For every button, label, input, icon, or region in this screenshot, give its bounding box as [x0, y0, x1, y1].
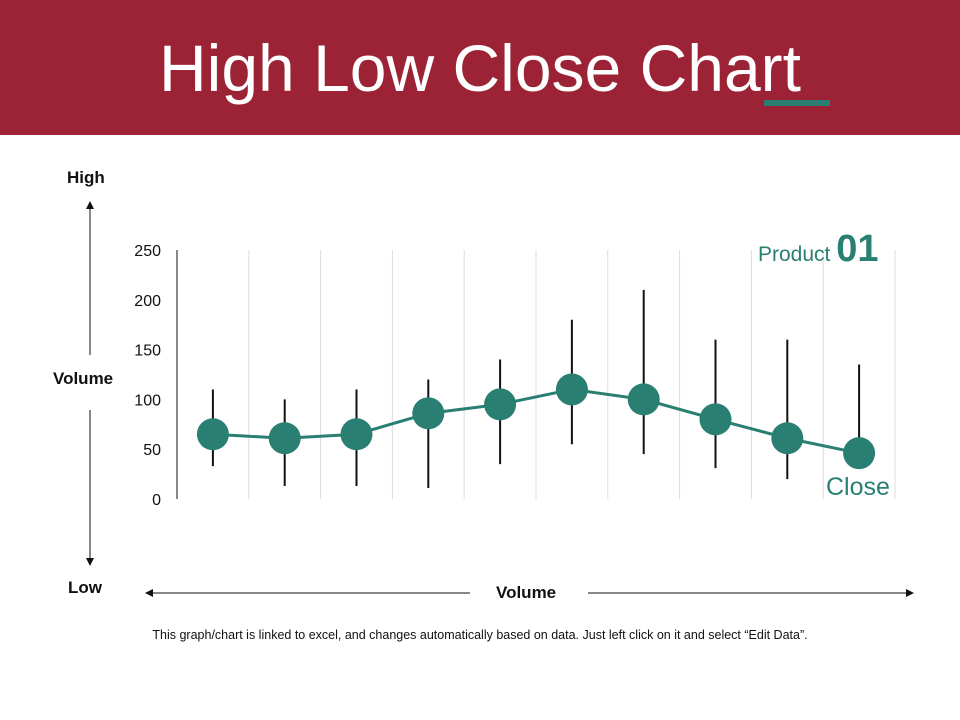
- high-label: High: [67, 168, 105, 187]
- close-series-line: [212, 387, 860, 455]
- close-point: [484, 388, 517, 421]
- product-label: Product 01: [758, 228, 879, 271]
- y-tick-label: 150: [134, 343, 161, 360]
- y-tick-label: 200: [134, 293, 161, 310]
- volume-horizontal-label: Volume: [496, 583, 557, 602]
- close-points: [196, 373, 876, 470]
- close-point: [340, 418, 373, 451]
- close-point: [268, 422, 301, 455]
- page-title: High Low Close Chart: [159, 31, 801, 105]
- close-point: [699, 403, 732, 436]
- title-banner: High Low Close Chart: [0, 0, 960, 135]
- close-point: [843, 437, 876, 470]
- y-tick-label: 100: [134, 392, 161, 409]
- y-tick-label: 0: [152, 492, 161, 509]
- axis-arrows: [86, 201, 914, 597]
- low-label: Low: [68, 578, 102, 597]
- close-point: [412, 397, 445, 430]
- close-point: [627, 383, 660, 416]
- close-point: [196, 418, 229, 451]
- y-tick-label: 250: [134, 243, 161, 260]
- footnote: This graph/chart is linked to excel, and…: [152, 628, 808, 642]
- close-point: [555, 373, 588, 406]
- y-tick-label: 50: [143, 442, 161, 459]
- product-label-number: 01: [836, 228, 879, 270]
- volume-vertical-label: Volume: [53, 369, 114, 388]
- product-label-text: Product: [758, 243, 831, 266]
- chart-grid: [176, 250, 896, 499]
- close-point: [771, 422, 804, 455]
- close-line: [212, 387, 860, 455]
- y-tick-labels: 0 50 100 150 200 250: [134, 243, 161, 509]
- title-underline-accent: [764, 100, 830, 106]
- close-series-label: Close: [826, 473, 890, 501]
